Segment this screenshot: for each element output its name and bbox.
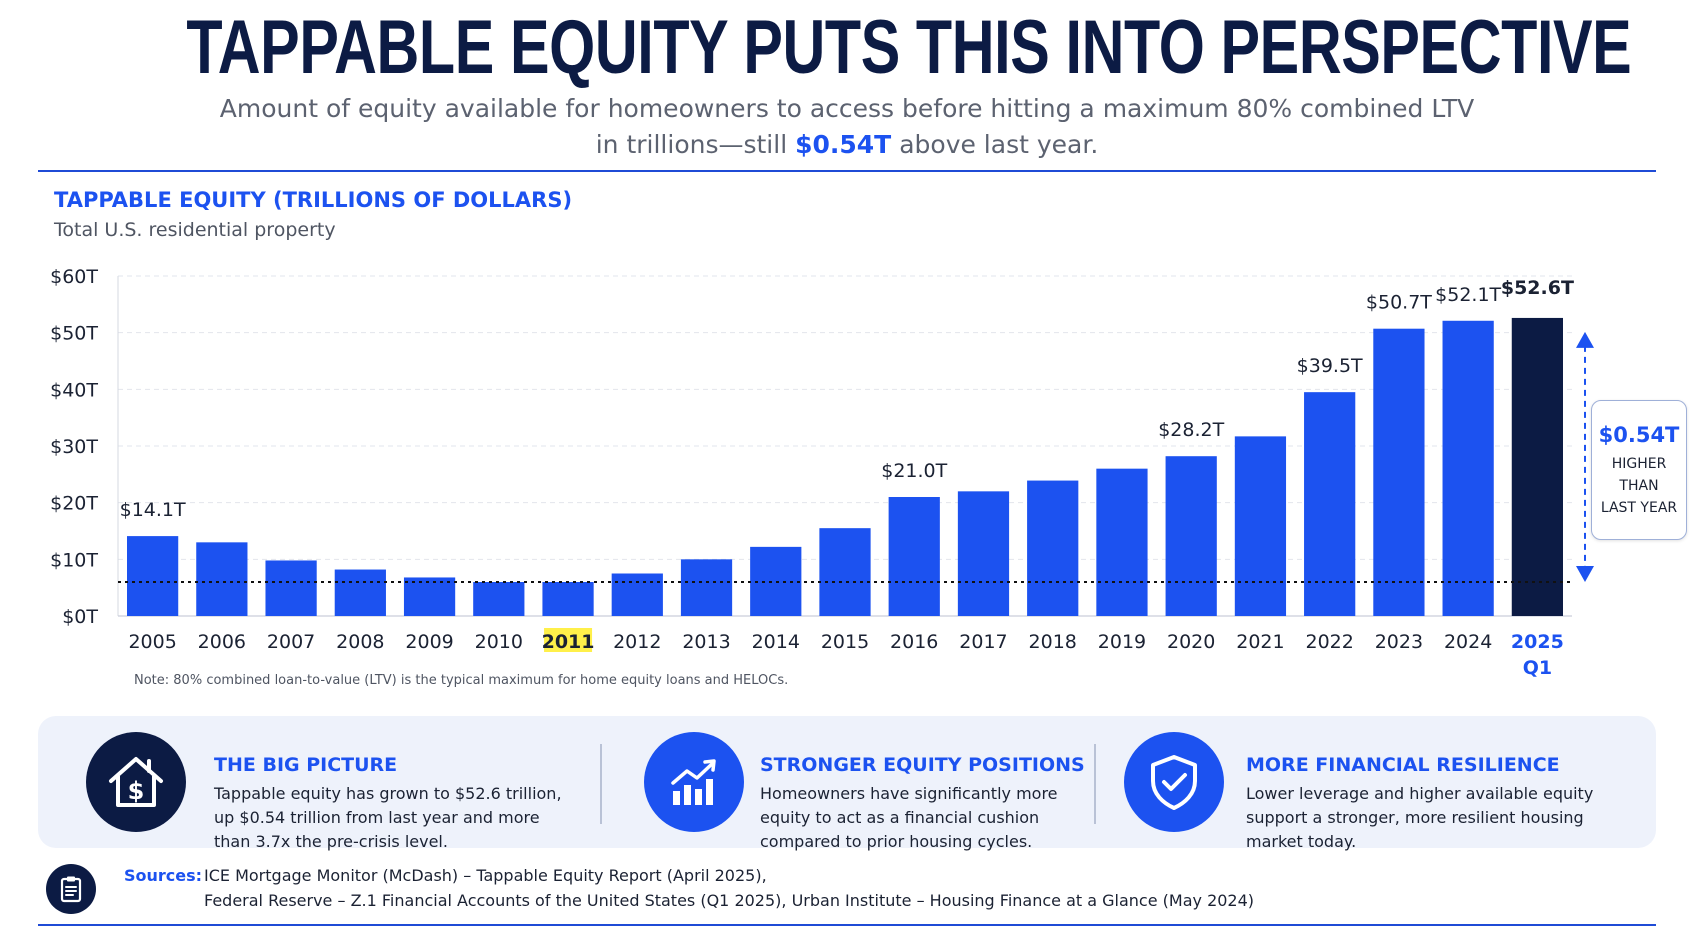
sources-label: Sources: <box>124 866 203 885</box>
card-text-line: compared to prior housing cycles. <box>760 832 1033 851</box>
x-tick-label: 2011 <box>542 631 595 653</box>
bar <box>1027 480 1079 616</box>
bar <box>1096 468 1148 616</box>
year-highlight <box>544 628 593 652</box>
insights-panel: $ THE BIG PICTURE Tappable equity has gr… <box>38 716 1656 851</box>
callout-value: $0.54T <box>1598 423 1680 447</box>
clipboard-icon <box>46 864 96 914</box>
y-tick-label: $60T <box>50 266 98 288</box>
x-tick-label: 2008 <box>336 631 384 653</box>
x-tick-label: 2013 <box>682 631 730 653</box>
subtitle-pre: in trillions—still <box>595 130 788 159</box>
bar-chart: $0T $10T $20T $30T $40T $50T $60T 2005 2006 2007 2… <box>50 266 1594 679</box>
x-tick-label: 2005 <box>128 631 176 653</box>
bar <box>680 559 733 616</box>
bar <box>127 536 179 616</box>
card-text-line: Tappable equity has grown to $52.6 trill… <box>214 784 562 803</box>
bar <box>473 582 525 616</box>
bar <box>888 497 940 616</box>
x-tick-label: 2006 <box>198 631 246 653</box>
arrow-up-icon <box>1576 331 1594 348</box>
x-tick-label: Q1 <box>1523 657 1552 679</box>
card-text-line: equity to act as a financial cushion <box>760 808 1040 827</box>
y-tick-label: $10T <box>50 549 98 571</box>
card-title: STRONGER EQUITY POSITIONS <box>760 754 1085 776</box>
chart-subtitle: Total U.S. residential property <box>54 219 336 241</box>
y-tick-label: $40T <box>50 379 98 401</box>
svg-text:$: $ <box>128 777 145 805</box>
bar <box>542 582 594 616</box>
x-tick-label: 2016 <box>890 631 938 653</box>
card-text-line: than 3.7x the pre-crisis level. <box>214 832 448 851</box>
x-tick-label: 2015 <box>821 631 869 653</box>
y-tick-label: $0T <box>62 606 98 628</box>
shield-check-icon <box>1124 732 1224 832</box>
card-title: MORE FINANCIAL RESILIENCE <box>1246 754 1560 776</box>
data-label: $28.2T <box>1158 419 1224 441</box>
x-tick-label: 2009 <box>405 631 453 653</box>
bar <box>1165 456 1217 616</box>
data-label: $52.6T <box>1501 277 1574 299</box>
x-tick-label: 2010 <box>475 631 523 653</box>
house-dollar-icon: $ <box>86 732 186 832</box>
callout-line-3: LAST YEAR <box>1600 500 1678 516</box>
callout-line-2: THAN <box>1619 478 1659 494</box>
card-text-line: Lower leverage and higher available equi… <box>1246 784 1594 803</box>
source-line-2: Federal Reserve – Z.1 Financial Accounts… <box>204 891 1255 910</box>
x-tick-label: 2018 <box>1029 631 1077 653</box>
source-line-1: ICE Mortgage Monitor (McDash) – Tappable… <box>204 866 767 885</box>
callout-line-1: HIGHER <box>1611 456 1667 472</box>
x-tick-label: 2024 <box>1444 631 1492 653</box>
x-tick-label: 2019 <box>1098 631 1146 653</box>
bar <box>957 491 1010 616</box>
bottom-divider <box>38 924 1656 926</box>
x-tick-label: 2014 <box>752 631 800 653</box>
bar <box>1373 328 1425 616</box>
x-tick-label: 2012 <box>613 631 661 653</box>
bar <box>1511 317 1563 616</box>
subtitle-highlight: $0.54T <box>795 130 892 159</box>
x-tick-label: 2021 <box>1236 631 1284 653</box>
bar <box>334 569 386 616</box>
x-tick-label: 2017 <box>959 631 1007 653</box>
subtitle-line-2: in trillions—still $0.54T above last yea… <box>100 130 1594 159</box>
card-text-line: Homeowners have significantly more <box>760 784 1058 803</box>
card-text-line: up $0.54 trillion from last year and mor… <box>214 808 540 827</box>
card-text-line: market today. <box>1246 832 1357 851</box>
data-label: $21.0T <box>881 460 947 482</box>
card-divider <box>1094 744 1096 824</box>
bar <box>265 560 317 616</box>
bar <box>196 542 248 616</box>
y-tick-label: $20T <box>50 493 98 515</box>
data-label: $52.1T <box>1435 284 1501 306</box>
top-divider <box>38 170 1656 172</box>
bar <box>403 577 456 616</box>
chart-title: TAPPABLE EQUITY (TRILLIONS OF DOLLARS) <box>54 188 573 212</box>
x-tick-label: 2025 <box>1511 631 1564 653</box>
x-tick-label: 2022 <box>1305 631 1353 653</box>
bar <box>1442 320 1494 616</box>
x-tick-label: 2020 <box>1167 631 1215 653</box>
subtitle-post: above last year. <box>899 130 1099 159</box>
card-text-line: support a stronger, more resilient housi… <box>1246 808 1584 827</box>
data-label: $14.1T <box>120 499 186 521</box>
x-tick-label: 2023 <box>1375 631 1423 653</box>
card-divider <box>600 744 602 824</box>
bar <box>819 528 871 616</box>
x-tick-label: 2007 <box>267 631 315 653</box>
y-tick-label: $30T <box>50 436 98 458</box>
bar <box>1304 392 1356 616</box>
change-callout: $0.54T HIGHER THAN LAST YEAR <box>1591 400 1687 540</box>
chart-note: Note: 80% combined loan-to-value (LTV) i… <box>134 673 789 688</box>
page-title: TAPPABLE EQUITY PUTS THIS INTO PERSPECTI… <box>186 5 1632 90</box>
arrow-down-icon <box>1576 566 1594 582</box>
subtitle-line-1: Amount of equity available for homeowner… <box>219 94 1475 123</box>
bar <box>1234 436 1287 616</box>
card-title: THE BIG PICTURE <box>214 754 398 776</box>
bar <box>611 573 663 616</box>
data-label: $39.5T <box>1297 355 1363 377</box>
data-label: $50.7T <box>1366 292 1432 314</box>
y-tick-label: $50T <box>50 323 98 345</box>
chart-up-icon <box>644 732 744 832</box>
